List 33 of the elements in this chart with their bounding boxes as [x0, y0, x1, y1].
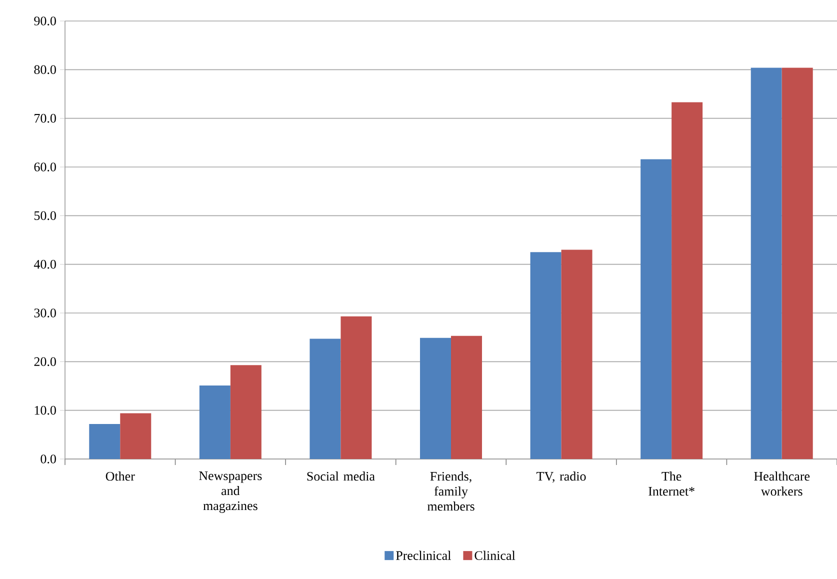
- y-tick-label: 0.0: [40, 454, 56, 464]
- y-tick-label: 20.0: [34, 357, 56, 366]
- bar: [230, 365, 262, 459]
- y-tick-label: 60.0: [34, 162, 56, 172]
- x-tick-label: TV, radio: [536, 472, 586, 483]
- y-tick-label: 70.0: [34, 114, 56, 123]
- bar: [782, 68, 813, 459]
- y-tick-label: 80.0: [34, 65, 56, 74]
- y-tick-label: 50.0: [34, 211, 56, 220]
- bar: [672, 102, 703, 459]
- bar: [340, 316, 372, 459]
- bar: [310, 338, 341, 459]
- bar: [750, 68, 782, 459]
- x-tick-label: Friends, family members: [427, 472, 474, 511]
- y-tick-label: 30.0: [34, 308, 56, 318]
- legend-label: Preclinical: [396, 550, 451, 560]
- x-tick-label: Healthcare workers: [754, 472, 810, 496]
- x-tick-label: The Internet*: [648, 472, 694, 496]
- y-tick-label: 90.0: [34, 16, 56, 26]
- x-tick-label: Other: [106, 472, 135, 481]
- legend-label: Clinical: [474, 550, 516, 560]
- bar: [530, 252, 562, 459]
- bar: [199, 386, 230, 459]
- bar: [451, 336, 482, 459]
- bar: [420, 338, 452, 459]
- y-tick-label: 10.0: [34, 406, 56, 415]
- bar: [120, 413, 152, 459]
- x-tick-label: Social media: [307, 472, 375, 481]
- bar: [89, 424, 120, 459]
- x-tick-label: Newspapers and magazines: [199, 472, 262, 513]
- y-tick-label: 40.0: [34, 260, 56, 269]
- bar: [640, 159, 672, 459]
- bar: [561, 250, 592, 459]
